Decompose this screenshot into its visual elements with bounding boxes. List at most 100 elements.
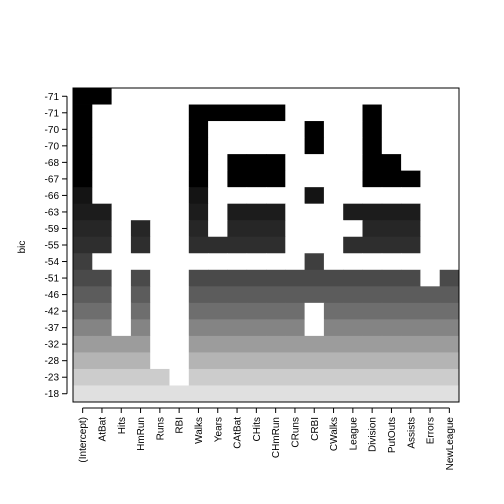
heatmap-cell bbox=[150, 121, 170, 138]
heatmap-cell bbox=[266, 368, 286, 386]
heatmap-cell bbox=[208, 319, 228, 337]
heatmap-cell bbox=[304, 368, 325, 386]
heatmap-cell bbox=[266, 220, 286, 238]
heatmap-cell bbox=[92, 385, 112, 403]
heatmap-cell bbox=[285, 154, 305, 172]
heatmap-cell bbox=[304, 319, 325, 337]
x-tick-label: Walks bbox=[194, 417, 205, 444]
heatmap-cell bbox=[130, 385, 151, 403]
heatmap-cell bbox=[285, 170, 305, 188]
heatmap-cell bbox=[246, 137, 267, 155]
heatmap-cell bbox=[381, 170, 402, 188]
heatmap-cell bbox=[130, 88, 151, 105]
heatmap-cell bbox=[188, 121, 209, 138]
heatmap-cell bbox=[227, 170, 248, 188]
heatmap-cells bbox=[73, 88, 460, 403]
heatmap-cell bbox=[246, 269, 267, 287]
heatmap-cell bbox=[188, 319, 209, 337]
heatmap-cell bbox=[208, 170, 228, 188]
heatmap-cell bbox=[150, 335, 170, 353]
heatmap-cell bbox=[343, 121, 363, 138]
heatmap-cell bbox=[285, 319, 305, 337]
heatmap-cell bbox=[304, 154, 325, 172]
heatmap-cell bbox=[208, 187, 228, 205]
heatmap-cell bbox=[208, 154, 228, 172]
heatmap-cell bbox=[304, 137, 325, 155]
heatmap-cell bbox=[362, 187, 383, 205]
heatmap-cell bbox=[285, 121, 305, 138]
heatmap-cell bbox=[323, 137, 344, 155]
heatmap-cell bbox=[439, 170, 460, 188]
heatmap-cell bbox=[130, 121, 151, 138]
heatmap-cell bbox=[285, 203, 305, 221]
heatmap-cell bbox=[343, 104, 363, 122]
heatmap-cell bbox=[92, 302, 112, 320]
heatmap-cell bbox=[381, 335, 402, 353]
heatmap-cell bbox=[362, 203, 383, 221]
heatmap-cell bbox=[73, 104, 93, 122]
heatmap-cell bbox=[362, 236, 383, 254]
x-tick-label: CHmRun bbox=[271, 417, 282, 458]
heatmap-cell bbox=[304, 88, 325, 105]
heatmap-cell bbox=[266, 286, 286, 304]
heatmap-cell bbox=[285, 335, 305, 353]
heatmap-cell bbox=[343, 253, 363, 271]
heatmap-cell bbox=[208, 121, 228, 138]
heatmap-cell bbox=[246, 187, 267, 205]
heatmap-cell bbox=[111, 302, 132, 320]
heatmap-cell bbox=[439, 368, 460, 386]
heatmap-cell bbox=[266, 170, 286, 188]
y-tick-label: -59 bbox=[45, 224, 60, 235]
heatmap-cell bbox=[304, 236, 325, 254]
heatmap-cell bbox=[343, 170, 363, 188]
heatmap-cell bbox=[150, 170, 170, 188]
heatmap-cell bbox=[92, 253, 112, 271]
heatmap-cell bbox=[323, 368, 344, 386]
heatmap-cell bbox=[246, 88, 267, 105]
heatmap-cell bbox=[420, 154, 441, 172]
heatmap-cell bbox=[111, 154, 132, 172]
heatmap-cell bbox=[285, 88, 305, 105]
heatmap-cell bbox=[169, 302, 190, 320]
heatmap-cell bbox=[73, 253, 93, 271]
heatmap-cell bbox=[111, 88, 132, 105]
heatmap-cell bbox=[208, 104, 228, 122]
heatmap-cell bbox=[92, 286, 112, 304]
heatmap-cell bbox=[150, 352, 170, 370]
heatmap-cell bbox=[92, 170, 112, 188]
heatmap-cell bbox=[285, 137, 305, 155]
heatmap-cell bbox=[343, 154, 363, 172]
heatmap-cell bbox=[343, 220, 363, 238]
heatmap-cell bbox=[227, 137, 248, 155]
heatmap-cell bbox=[362, 302, 383, 320]
heatmap-cell bbox=[381, 137, 402, 155]
heatmap-cell bbox=[111, 352, 132, 370]
heatmap-cell bbox=[169, 187, 190, 205]
heatmap-cell bbox=[208, 368, 228, 386]
heatmap-cell bbox=[381, 187, 402, 205]
heatmap-cell bbox=[420, 269, 441, 287]
heatmap-cell bbox=[169, 154, 190, 172]
y-tick-label: -71 bbox=[45, 92, 60, 103]
heatmap-cell bbox=[304, 335, 325, 353]
heatmap-cell bbox=[343, 335, 363, 353]
heatmap-cell bbox=[323, 269, 344, 287]
heatmap-cell bbox=[285, 385, 305, 403]
heatmap-cell bbox=[208, 88, 228, 105]
heatmap-cell bbox=[227, 121, 248, 138]
heatmap-cell bbox=[73, 187, 93, 205]
heatmap-cell bbox=[381, 104, 402, 122]
heatmap-cell bbox=[381, 121, 402, 138]
heatmap-cell bbox=[130, 187, 151, 205]
heatmap-cell bbox=[169, 220, 190, 238]
heatmap-cell bbox=[439, 385, 460, 403]
heatmap-cell bbox=[73, 121, 93, 138]
heatmap-cell bbox=[150, 286, 170, 304]
heatmap-cell bbox=[73, 319, 93, 337]
heatmap-cell bbox=[92, 220, 112, 238]
heatmap-cell bbox=[362, 121, 383, 138]
y-tick-label: -70 bbox=[45, 125, 60, 136]
heatmap-cell bbox=[401, 154, 421, 172]
heatmap-cell bbox=[227, 220, 248, 238]
heatmap-cell bbox=[188, 269, 209, 287]
